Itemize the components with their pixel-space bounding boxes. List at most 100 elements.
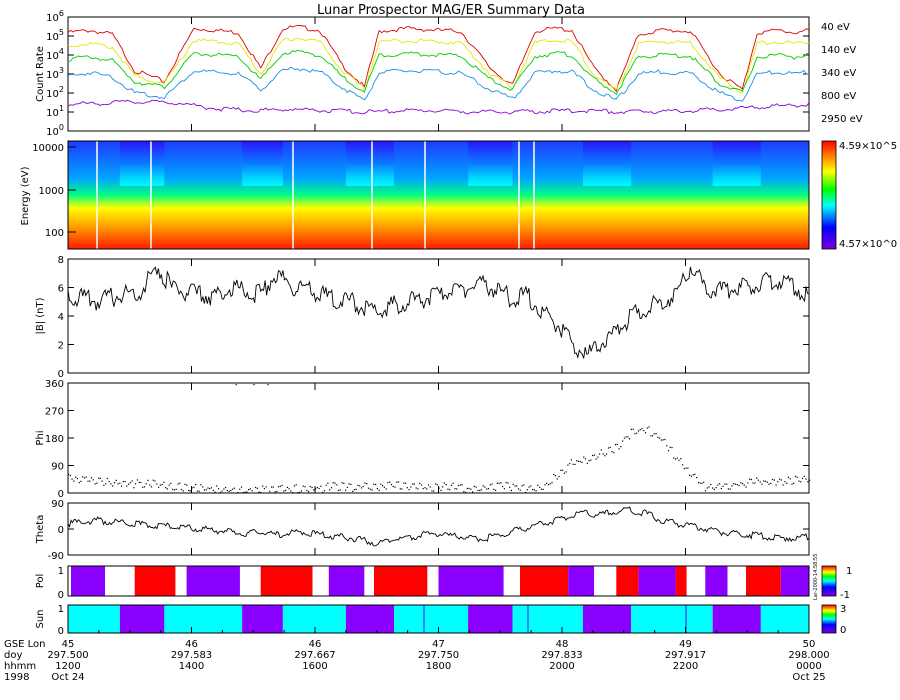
spectrogram-night-band <box>468 141 513 186</box>
phi-point <box>173 489 176 491</box>
phi-point <box>82 476 84 478</box>
phi-point <box>83 477 86 479</box>
chart-title: Lunar Prospector MAG/ER Summary Data <box>317 3 585 18</box>
phi-point <box>262 485 264 487</box>
phi-point <box>480 489 482 491</box>
phi-point <box>477 489 479 492</box>
count-rate-ytick-label: 102 <box>46 85 64 100</box>
phi-point <box>696 477 698 479</box>
bmag-ytick-label: 0 <box>58 369 64 380</box>
phi-point <box>306 489 308 491</box>
phi-point <box>150 486 153 488</box>
phi-point <box>244 491 246 493</box>
phi-point <box>512 483 514 485</box>
xtick-label-lon: 47 <box>432 639 445 650</box>
count-rate-legend: 40 eV 140 eV 340 eV 800 eV 2950 eV <box>821 22 863 125</box>
phi-point <box>692 474 694 476</box>
legend-label-4: 2950 eV <box>821 114 863 125</box>
phi-point <box>803 475 805 477</box>
xaxis-row-label-doy: doy <box>4 650 22 661</box>
phi-point <box>747 482 749 484</box>
pol-ylabel: Pol <box>35 574 46 589</box>
bmag-ytick-label: 6 <box>58 284 64 295</box>
sun-segment <box>242 605 283 633</box>
xtick-label-hhmm: 0000 <box>796 661 821 672</box>
phi-point <box>147 479 149 481</box>
phi-point <box>345 489 347 491</box>
phi-point <box>233 487 235 489</box>
phi-point <box>191 487 193 489</box>
phi-point <box>657 436 659 438</box>
phi-point <box>505 481 507 484</box>
phi-point <box>539 486 541 488</box>
pol-ytick-0: 0 <box>58 590 64 601</box>
pol-segment <box>675 566 687 596</box>
phi-point <box>757 479 759 481</box>
sun-ylabel: Sun <box>35 609 46 628</box>
phi-point <box>343 482 345 484</box>
phi-point <box>745 486 747 488</box>
phi-point <box>655 433 657 435</box>
phi-point <box>357 484 359 486</box>
phi-point <box>533 489 535 491</box>
phi-point <box>101 480 103 482</box>
count-rate-ytick-label: 104 <box>46 47 64 62</box>
xaxis-row-label-year: 1998 <box>4 672 29 683</box>
phi-point <box>468 487 470 489</box>
phi-point <box>293 485 295 487</box>
theta-panel: Theta -90 0 90 <box>35 499 810 562</box>
phi-point <box>491 483 493 485</box>
phi-point <box>558 475 560 478</box>
phi-point <box>786 482 788 484</box>
legend-label-0: 40 eV <box>821 22 850 33</box>
phi-point <box>800 481 802 483</box>
bmag-series-line <box>67 266 810 359</box>
phi-point <box>652 435 654 437</box>
count-rate-ytick-label: 103 <box>46 66 64 81</box>
phi-point <box>390 484 393 486</box>
phi-point <box>779 478 781 480</box>
phi-point <box>523 484 525 486</box>
phi-point <box>230 489 232 492</box>
phi-point <box>643 430 645 432</box>
phi-point <box>73 480 75 482</box>
theta-y-ticks: -90 0 90 <box>48 499 809 562</box>
phi-point <box>473 485 475 487</box>
phi-point <box>614 444 617 446</box>
phi-point <box>780 479 782 481</box>
phi-point <box>396 481 398 483</box>
phi-point <box>154 480 156 482</box>
phi-point <box>577 460 580 462</box>
phi-point <box>809 479 811 481</box>
count-rate-ytick-label: 100 <box>46 123 64 138</box>
phi-point <box>304 486 306 488</box>
phi-point <box>472 491 474 493</box>
pol-ytick-1: 1 <box>58 566 64 577</box>
phi-point <box>87 480 89 482</box>
xtick-label-doy: 297.833 <box>541 650 582 661</box>
phi-point <box>740 482 742 484</box>
spectrogram-image <box>68 141 809 249</box>
phi-point <box>486 488 488 490</box>
phi-point <box>502 485 504 488</box>
sun-segment <box>512 605 583 633</box>
pol-segment <box>727 566 746 596</box>
phi-point <box>646 427 648 429</box>
pol-segment <box>71 566 106 596</box>
phi-point <box>750 478 752 481</box>
phi-point <box>156 483 158 485</box>
phi-point <box>770 482 772 484</box>
phi-point <box>323 490 325 492</box>
phi-point <box>704 490 707 492</box>
pol-segment <box>186 566 240 596</box>
phi-point <box>771 478 774 481</box>
phi-point <box>567 464 569 466</box>
phi-point <box>526 489 528 491</box>
xtick-label-doy: 298.000 <box>788 650 829 661</box>
colorbar-min-label: 4.57×10^0 <box>839 239 897 250</box>
phi-point <box>706 487 708 489</box>
xtick-label-hhmm: 1400 <box>179 661 204 672</box>
count-rate-ytick-label: 106 <box>46 9 64 24</box>
phi-point <box>777 481 779 483</box>
